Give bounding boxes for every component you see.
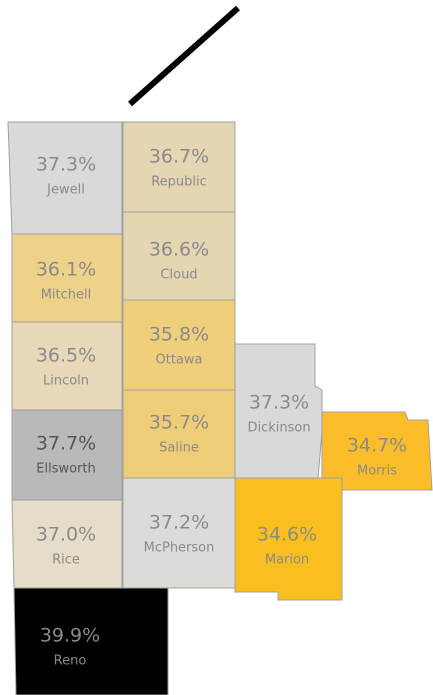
county-value: 37.3% bbox=[36, 154, 96, 176]
county-value: 36.7% bbox=[149, 146, 209, 168]
county-value: 36.6% bbox=[149, 239, 209, 261]
county-name: Cloud bbox=[160, 268, 197, 283]
pointer-line bbox=[128, 5, 240, 107]
county-name: Ottawa bbox=[156, 353, 203, 368]
county bbox=[13, 587, 169, 695]
county-name: Dickinson bbox=[247, 421, 310, 436]
county-value: 37.2% bbox=[149, 512, 209, 534]
county-name: Mitchell bbox=[41, 288, 92, 303]
county bbox=[11, 409, 123, 501]
county-name: Lincoln bbox=[43, 374, 89, 389]
county-name: Reno bbox=[54, 654, 87, 669]
county bbox=[122, 477, 236, 589]
county-name: Jewell bbox=[46, 183, 85, 198]
county bbox=[122, 389, 236, 479]
county-value: 34.6% bbox=[257, 524, 317, 546]
county-value: 37.0% bbox=[36, 524, 96, 546]
county-value: 37.3% bbox=[249, 392, 309, 414]
county-value: 37.7% bbox=[36, 433, 96, 455]
county bbox=[234, 477, 343, 601]
county-value: 36.1% bbox=[36, 259, 96, 281]
county-value: 36.5% bbox=[36, 345, 96, 367]
county-name: Republic bbox=[151, 175, 207, 190]
county-name: Rice bbox=[52, 553, 80, 568]
county-name: McPherson bbox=[144, 541, 215, 556]
county-value: 35.8% bbox=[149, 324, 209, 346]
county-name: Morris bbox=[357, 464, 397, 479]
county bbox=[7, 121, 123, 235]
county-value: 35.7% bbox=[149, 412, 209, 434]
county-value: 39.9% bbox=[40, 625, 100, 647]
county-name: Ellsworth bbox=[36, 462, 95, 477]
county-name: Marion bbox=[265, 553, 309, 568]
county-name: Saline bbox=[159, 441, 199, 456]
county-value: 34.7% bbox=[347, 435, 407, 457]
